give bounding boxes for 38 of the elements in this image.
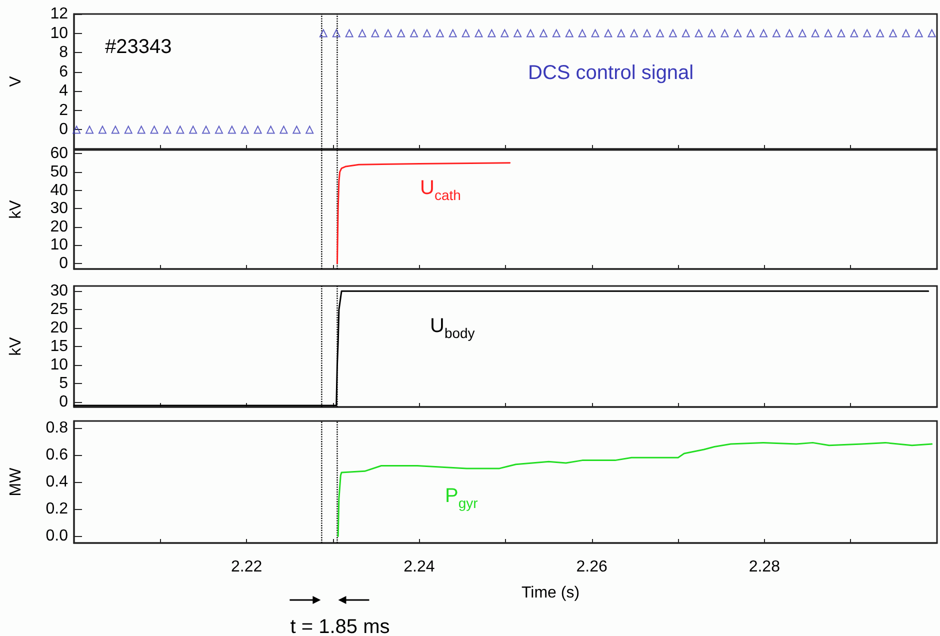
annotation: #23343 xyxy=(105,36,172,58)
y-tick-label: 0.2 xyxy=(46,500,68,518)
y-tick-label: 12 xyxy=(50,6,68,22)
y-tick-label: 25 xyxy=(50,301,68,318)
y-tick-label: 4 xyxy=(59,82,68,100)
x-tick-label: 2.28 xyxy=(748,558,780,576)
y-tick-label: 60 xyxy=(50,145,68,162)
y-tick-label: 0.6 xyxy=(46,446,68,464)
y-tick-label: 10 xyxy=(50,24,68,42)
x-tick-label: 2.26 xyxy=(576,558,608,576)
y-tick-label: 0.4 xyxy=(46,474,68,490)
y-axis-title: V xyxy=(8,76,24,87)
y-tick-label: 30 xyxy=(50,282,68,300)
y-tick-label: 40 xyxy=(50,182,68,199)
y-tick-label: 0.0 xyxy=(46,528,68,545)
x-tick-label: 2.24 xyxy=(404,558,435,576)
y-tick-label: 10 xyxy=(50,356,68,374)
y-tick-label: 30 xyxy=(50,200,68,218)
x-axis-title: Time (s) xyxy=(521,584,580,602)
y-tick-label: 0 xyxy=(59,393,68,410)
y-tick-label: 0.8 xyxy=(46,419,68,436)
y-tick-label: 0 xyxy=(59,121,68,138)
y-axis-title: kV xyxy=(8,200,24,219)
y-axis-title: MW xyxy=(8,466,24,496)
y-tick-label: 5 xyxy=(59,374,68,392)
y-tick-label: 20 xyxy=(50,218,68,236)
series-label: DCS control signal xyxy=(528,62,694,84)
y-tick-label: 15 xyxy=(50,338,68,355)
y-tick-label: 2 xyxy=(59,102,68,119)
y-tick-label: 8 xyxy=(59,44,68,62)
x-tick-label: 2.22 xyxy=(231,558,262,576)
y-tick-label: 10 xyxy=(50,236,68,254)
y-tick-label: 20 xyxy=(50,320,68,337)
y-tick-label: 0 xyxy=(59,255,68,272)
y-tick-label: 50 xyxy=(50,163,68,180)
text: t = 1.85 ms xyxy=(290,616,390,636)
y-axis-title: kV xyxy=(8,336,24,356)
y-tick-label: 6 xyxy=(59,63,68,80)
